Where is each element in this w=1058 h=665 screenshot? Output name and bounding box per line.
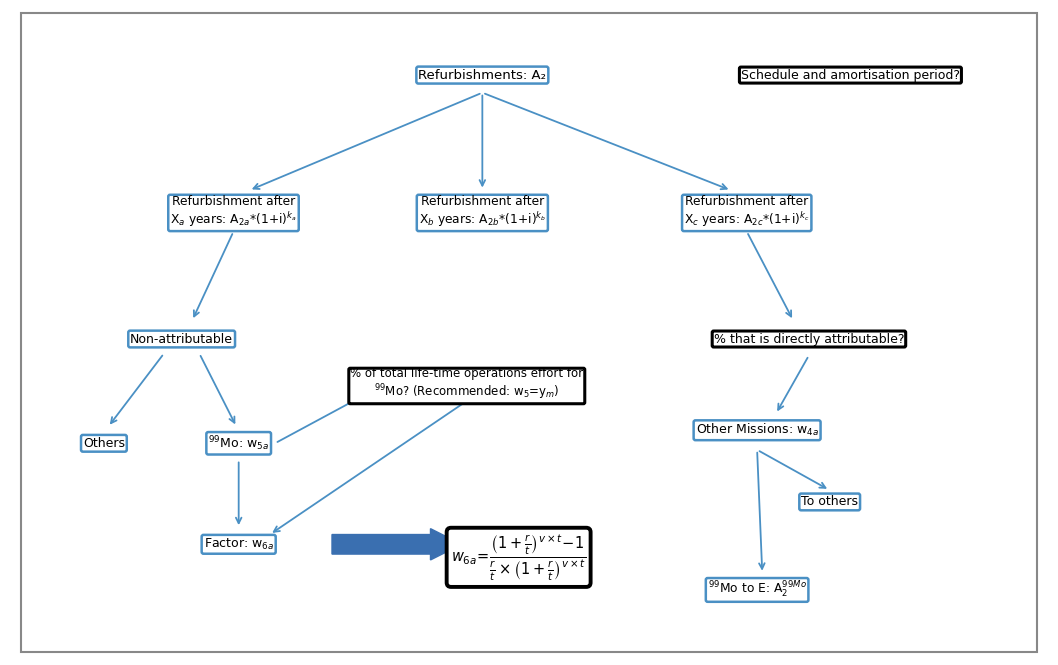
Text: % that is directly attributable?: % that is directly attributable?	[714, 332, 905, 346]
Text: $^{99}$Mo: w$_{5a}$: $^{99}$Mo: w$_{5a}$	[208, 434, 269, 453]
Text: Factor: w$_{6a}$: Factor: w$_{6a}$	[203, 537, 274, 552]
FancyArrow shape	[332, 529, 461, 560]
Text: Other Missions: w$_{4a}$: Other Missions: w$_{4a}$	[695, 422, 819, 438]
Text: Others: Others	[83, 437, 125, 450]
Text: Refurbishments: A₂: Refurbishments: A₂	[418, 68, 546, 82]
Text: Refurbishment after
X$_b$ years: A$_{2b}$*(1+i)$^{k_b}$: Refurbishment after X$_b$ years: A$_{2b}…	[419, 195, 546, 229]
Text: $w_{6a}\!=\!\dfrac{\left(1+\frac{r}{t}\right)^{v \times t}\!-\!1}{\frac{r}{t}\ti: $w_{6a}\!=\!\dfrac{\left(1+\frac{r}{t}\r…	[451, 532, 586, 583]
FancyBboxPatch shape	[21, 13, 1037, 652]
Text: Non-attributable: Non-attributable	[130, 332, 233, 346]
Text: Refurbishment after
X$_c$ years: A$_{2c}$*(1+i)$^{k_c}$: Refurbishment after X$_c$ years: A$_{2c}…	[683, 195, 809, 229]
Text: Schedule and amortisation period?: Schedule and amortisation period?	[741, 68, 960, 82]
Text: Refurbishment after
X$_a$ years: A$_{2a}$*(1+i)$^{k_a}$: Refurbishment after X$_a$ years: A$_{2a}…	[170, 195, 297, 229]
Text: To others: To others	[801, 495, 858, 509]
Text: $^{99}$Mo to E: A$_2^{99Mo}$: $^{99}$Mo to E: A$_2^{99Mo}$	[708, 580, 806, 600]
Text: % of total life-time operations effort for
$^{99}$Mo? (Recommended: w$_5$=y$_m$): % of total life-time operations effort f…	[350, 367, 583, 402]
